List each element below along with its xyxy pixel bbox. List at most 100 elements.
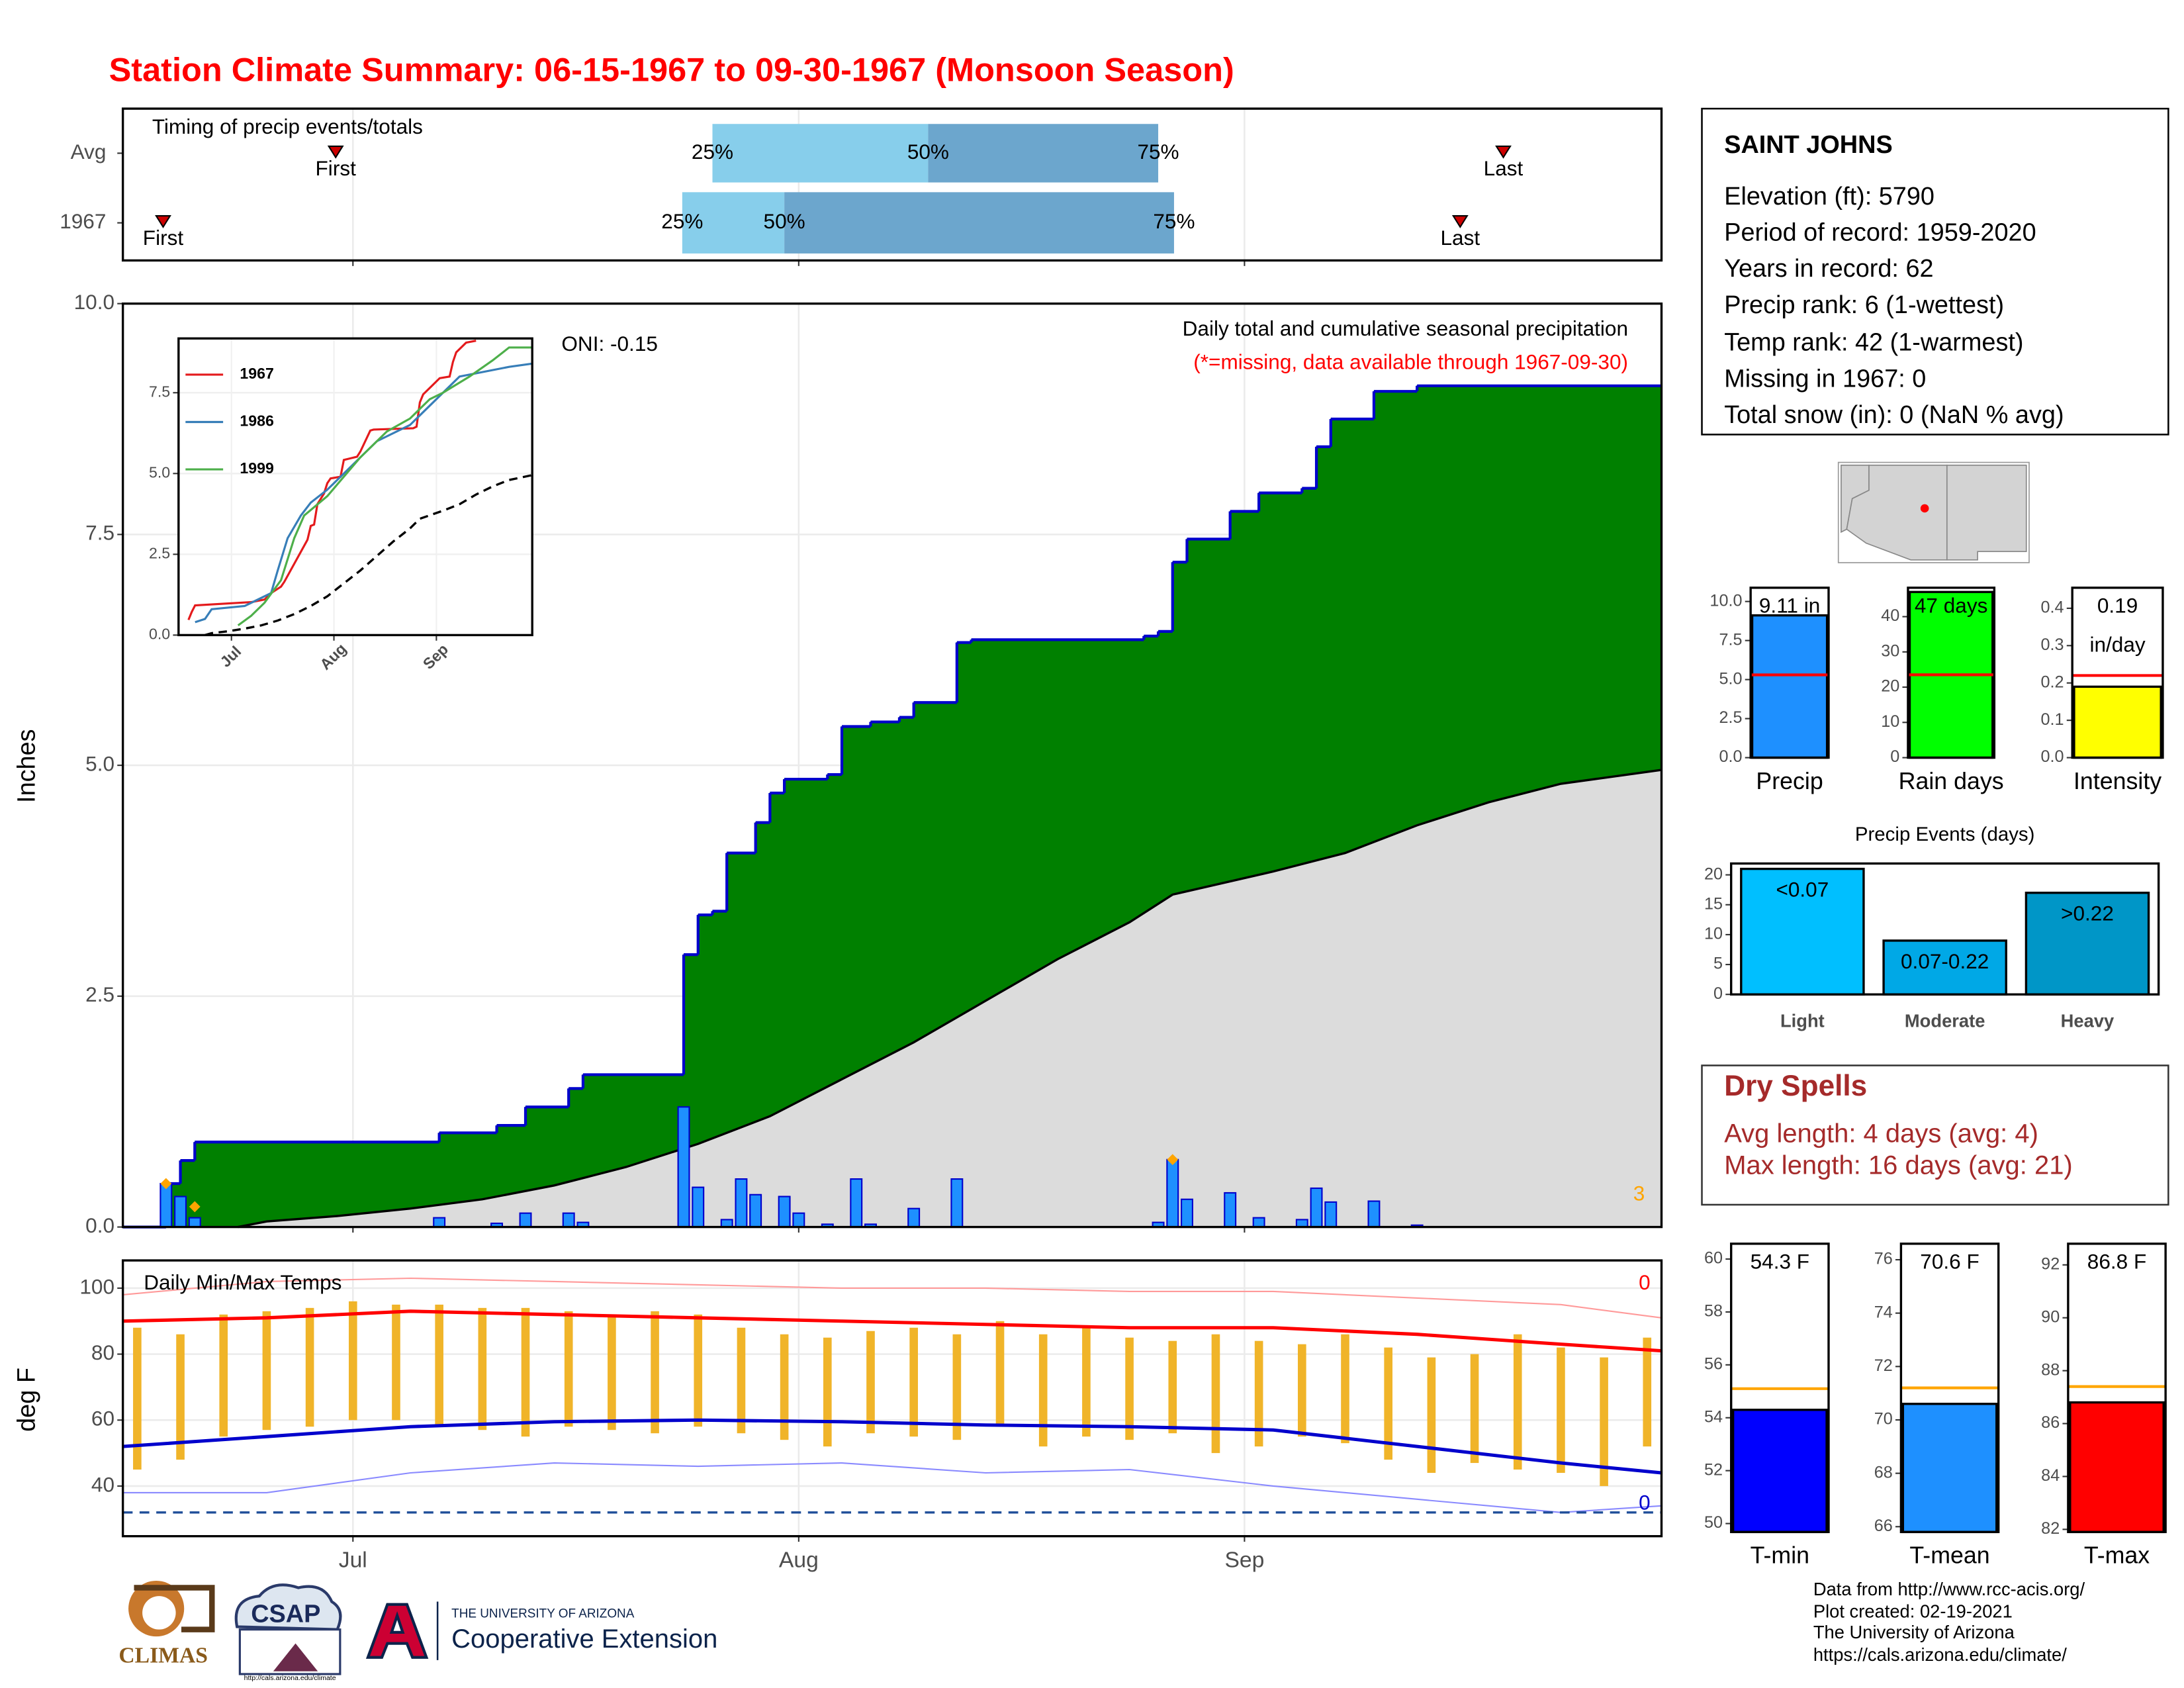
y-tick-label: 74: [1874, 1303, 1893, 1321]
record-count: 0: [1639, 1270, 1651, 1294]
category-label: Precip: [1756, 768, 1823, 794]
plot-frame: [2071, 586, 2164, 759]
category-label: Moderate: [1905, 1011, 1985, 1031]
y-tick-label: 0.0: [149, 626, 170, 643]
average-temp-line: [122, 1418, 1662, 1475]
plot-frame: [1899, 1243, 2000, 1534]
temp-range-bar: [1125, 1337, 1134, 1440]
station-frame: [1701, 107, 2169, 436]
temp-range-bar: [1513, 1334, 1522, 1470]
y-tick-label: 72: [1874, 1356, 1893, 1375]
panel-title: Precip Events (days): [1855, 823, 2035, 845]
plot-frame: [1749, 586, 1830, 759]
temp-range-bar: [651, 1311, 659, 1434]
category-label: Intensity: [2073, 768, 2161, 794]
temp-range-bar: [1384, 1347, 1393, 1460]
event-marker: [155, 215, 171, 228]
temp-range-bar: [435, 1304, 443, 1427]
category-label: Light: [1780, 1011, 1825, 1031]
daily-bar: [677, 1106, 690, 1228]
value-label: 86.8 F: [2087, 1250, 2146, 1274]
oni-annotation: ONI: -0.15: [561, 332, 658, 355]
quantile-label: 75%: [1137, 140, 1179, 164]
daily-bar: [1252, 1217, 1265, 1228]
value-label: 54.3 F: [1751, 1250, 1809, 1274]
quantile-label: 75%: [1153, 209, 1195, 233]
temp-range-bar: [392, 1304, 400, 1421]
daily-bar: [749, 1194, 762, 1228]
category-label: T-min: [1751, 1542, 1809, 1569]
daily-bar: [1224, 1192, 1237, 1228]
daily-bar: [188, 1217, 201, 1228]
temp-range-bar: [608, 1314, 616, 1430]
temp-range-bar: [1557, 1347, 1565, 1473]
panel-title: Timing of precip events/totals: [152, 115, 423, 138]
y-tick-label: 40: [1881, 606, 1899, 625]
event-label: Last: [1441, 226, 1480, 250]
temp-range-bar: [348, 1301, 357, 1421]
bar: [1751, 614, 1829, 759]
plot-frame: [1730, 862, 2160, 996]
temp-range-bar: [521, 1307, 530, 1437]
y-tick-label: 15: [1704, 894, 1723, 913]
temp-range-bar: [219, 1314, 228, 1437]
y-axis-label: Inches: [13, 729, 41, 803]
category-label: Heavy: [2061, 1011, 2115, 1031]
daily-bar: [735, 1178, 748, 1228]
y-tick-label: 70: [1874, 1410, 1893, 1429]
daily-bar: [174, 1196, 187, 1228]
temp-range-bar: [780, 1334, 789, 1440]
daily-bar: [159, 1182, 173, 1228]
category-label: T-mean: [1909, 1542, 1989, 1569]
temp-range-bar: [952, 1334, 962, 1440]
temp-range-bar: [262, 1311, 271, 1430]
y-tick-label: 92: [2041, 1254, 2060, 1273]
temp-range-bar: [564, 1311, 573, 1427]
daily-bar: [907, 1207, 921, 1228]
average-temp-line: [122, 1309, 1662, 1353]
event-marker: [1495, 145, 1512, 159]
temp-range-bar: [1082, 1327, 1091, 1437]
value-label: 9.11 in: [1759, 594, 1820, 618]
temp-range-bar: [1427, 1357, 1436, 1473]
y-tick-label: 5: [1713, 955, 1723, 973]
ua-label: THE UNIVERSITY OF ARIZONA: [451, 1607, 635, 1620]
temp-range-bar: [1298, 1344, 1306, 1437]
y-tick-label: 0.4: [2040, 598, 2064, 617]
y-tick-label: 10: [1881, 712, 1899, 731]
y-tick-label: 82: [2041, 1519, 2060, 1538]
event-marker: [327, 145, 344, 159]
x-tick-label: Jul: [339, 1548, 367, 1572]
dry-spells-frame: [1701, 1064, 2169, 1206]
temp-range-bar: [909, 1327, 918, 1437]
legend-label: 1986: [240, 412, 274, 430]
y-tick-label: 20: [1704, 865, 1723, 883]
record-line: [122, 1277, 1662, 1319]
y-tick-label: 90: [2041, 1307, 2060, 1326]
y-tick-label: 0.0: [2040, 747, 2064, 766]
quantile-bar: [712, 124, 929, 183]
threshold-label: 0.07-0.22: [1901, 949, 1989, 973]
record-count: 0: [1639, 1491, 1651, 1515]
extension-label: Cooperative Extension: [451, 1624, 717, 1654]
y-tick-label: 10: [1704, 925, 1723, 943]
daily-bar: [950, 1178, 964, 1228]
y-tick-label: 40: [91, 1472, 114, 1496]
y-tick-label: 2.5: [85, 982, 114, 1006]
page-title: Station Climate Summary: 06-15-1967 to 0…: [109, 51, 1234, 89]
temp-range-bar: [176, 1334, 185, 1460]
climas-logo: [142, 1596, 176, 1630]
row-label: Avg: [71, 140, 107, 164]
daily-bar: [850, 1178, 863, 1228]
bar: [2073, 685, 2162, 759]
y-tick-label: 7.5: [1719, 630, 1742, 649]
y-tick-label: 68: [1874, 1463, 1893, 1481]
average-line: [238, 769, 1662, 1229]
temp-range-bar: [866, 1331, 875, 1434]
dry-spells-line: Avg length: 4 days (avg: 4): [1724, 1119, 2038, 1148]
footer-line: The University of Arizona: [1813, 1622, 2015, 1642]
y-tick-label: 76: [1874, 1250, 1893, 1268]
temp-range-bar: [1038, 1334, 1048, 1447]
station-line: Period of record: 1959-2020: [1724, 218, 2036, 246]
